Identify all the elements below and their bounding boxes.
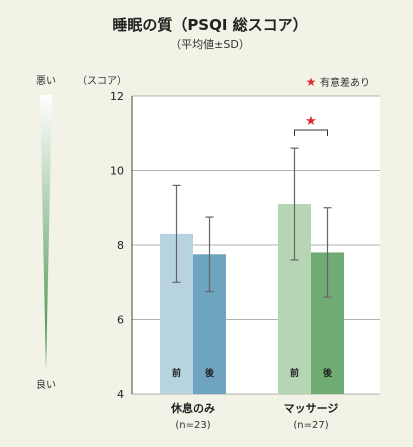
bar-label: 前 xyxy=(172,367,181,379)
x-category-n-label: (n=27) xyxy=(293,420,328,431)
x-category-label: 休息のみ xyxy=(170,401,215,415)
bar-label: 前 xyxy=(290,367,299,379)
x-category-label: マッサージ xyxy=(284,402,339,415)
significance-bracket xyxy=(294,129,328,136)
chart-subtitle: （平均値±SD） xyxy=(170,38,250,51)
bar-label: 後 xyxy=(205,367,215,379)
y-tick-label: 4 xyxy=(117,388,124,401)
y-tick-label: 6 xyxy=(117,314,124,327)
scale-top-label: 悪い xyxy=(36,75,56,87)
bar-label: 後 xyxy=(323,367,333,379)
y-axis-label: （スコア） xyxy=(77,75,127,87)
legend-star-icon: ★ xyxy=(306,75,317,89)
y-tick-label: 8 xyxy=(117,239,124,252)
y-tick-label: 12 xyxy=(110,90,124,103)
x-category-n-label: (n=23) xyxy=(175,420,210,431)
legend-label: 有意差あり xyxy=(320,76,370,89)
chart-title: 睡眠の質（PSQI 総スコア） xyxy=(112,16,307,34)
significance-star-icon: ★ xyxy=(305,114,317,129)
good-bad-gradient-scale xyxy=(40,95,52,370)
y-tick-label: 10 xyxy=(110,165,124,178)
scale-bottom-label: 良い xyxy=(36,378,56,391)
